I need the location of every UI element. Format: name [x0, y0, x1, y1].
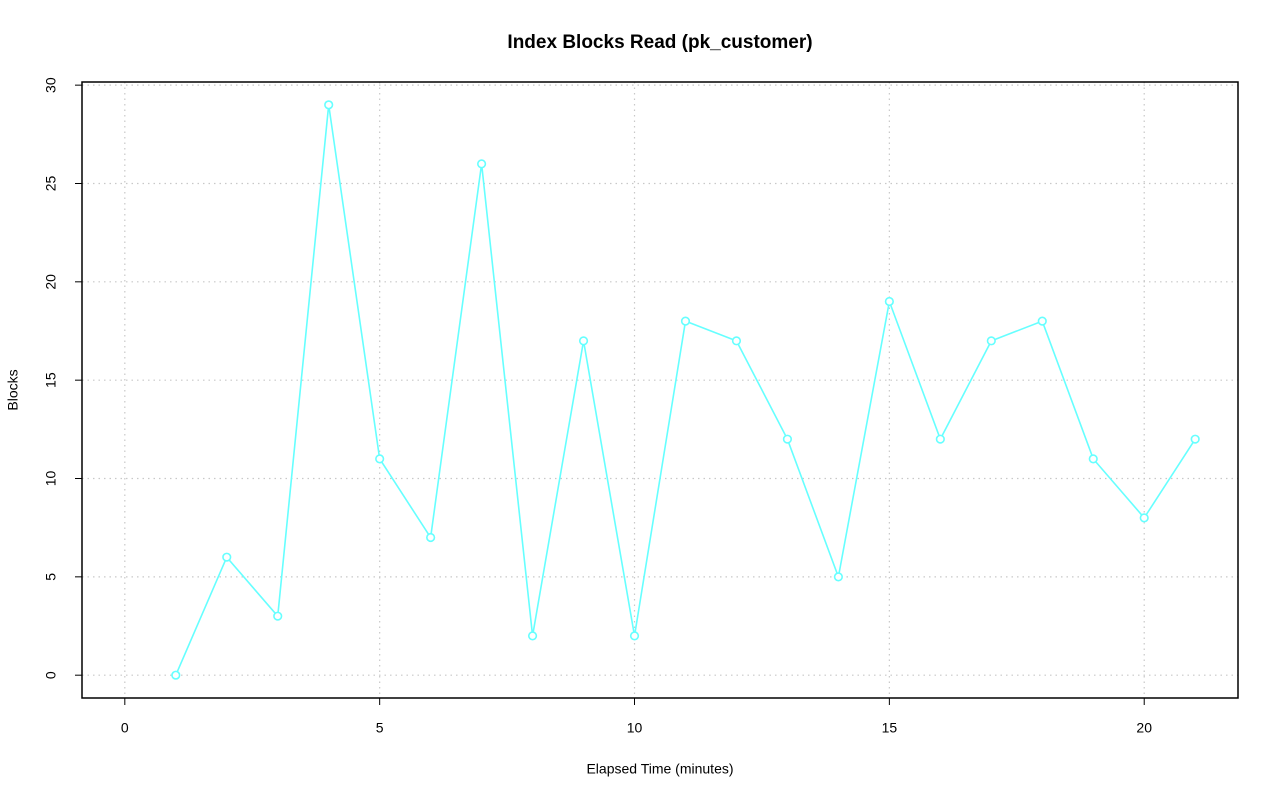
plot-frame [81, 81, 1239, 699]
data-point [527, 631, 538, 641]
x-tick-label: 20 [1136, 720, 1152, 736]
data-point [426, 532, 436, 543]
data-point [629, 631, 640, 641]
x-tick-label: 5 [376, 720, 384, 736]
data-point [833, 572, 843, 582]
data-point [1190, 434, 1200, 444]
data-point [1037, 316, 1047, 326]
y-tick-label: 25 [43, 175, 59, 191]
data-point [986, 336, 996, 346]
y-tick-label: 5 [43, 573, 59, 581]
data-point [731, 336, 742, 346]
data-point [273, 611, 283, 621]
data-point [782, 434, 793, 444]
y-tick-label: 0 [43, 671, 59, 679]
data-point [1139, 513, 1149, 523]
x-axis-label: Elapsed Time (minutes) [586, 761, 733, 777]
y-tick-label: 15 [43, 372, 59, 388]
data-point [935, 434, 945, 444]
data-point [578, 336, 589, 346]
y-tick-label: 10 [43, 471, 59, 487]
data-point [222, 552, 232, 562]
data-point [324, 100, 334, 110]
plot-area [171, 100, 1200, 680]
data-point [375, 454, 385, 464]
data-point [477, 159, 487, 169]
y-tick-label: 20 [43, 274, 59, 290]
chart-title: Index Blocks Read (pk_customer) [507, 32, 812, 53]
x-tick-label: 10 [627, 720, 643, 736]
x-tick-label: 0 [121, 720, 129, 736]
data-point [171, 670, 181, 680]
data-point [1088, 454, 1098, 464]
y-tick-label: 30 [43, 77, 59, 93]
grid [82, 82, 1238, 698]
y-axis-label: Blocks [5, 369, 21, 410]
data-point [884, 296, 894, 307]
x-tick-label: 15 [882, 720, 898, 736]
data-point [680, 316, 691, 326]
